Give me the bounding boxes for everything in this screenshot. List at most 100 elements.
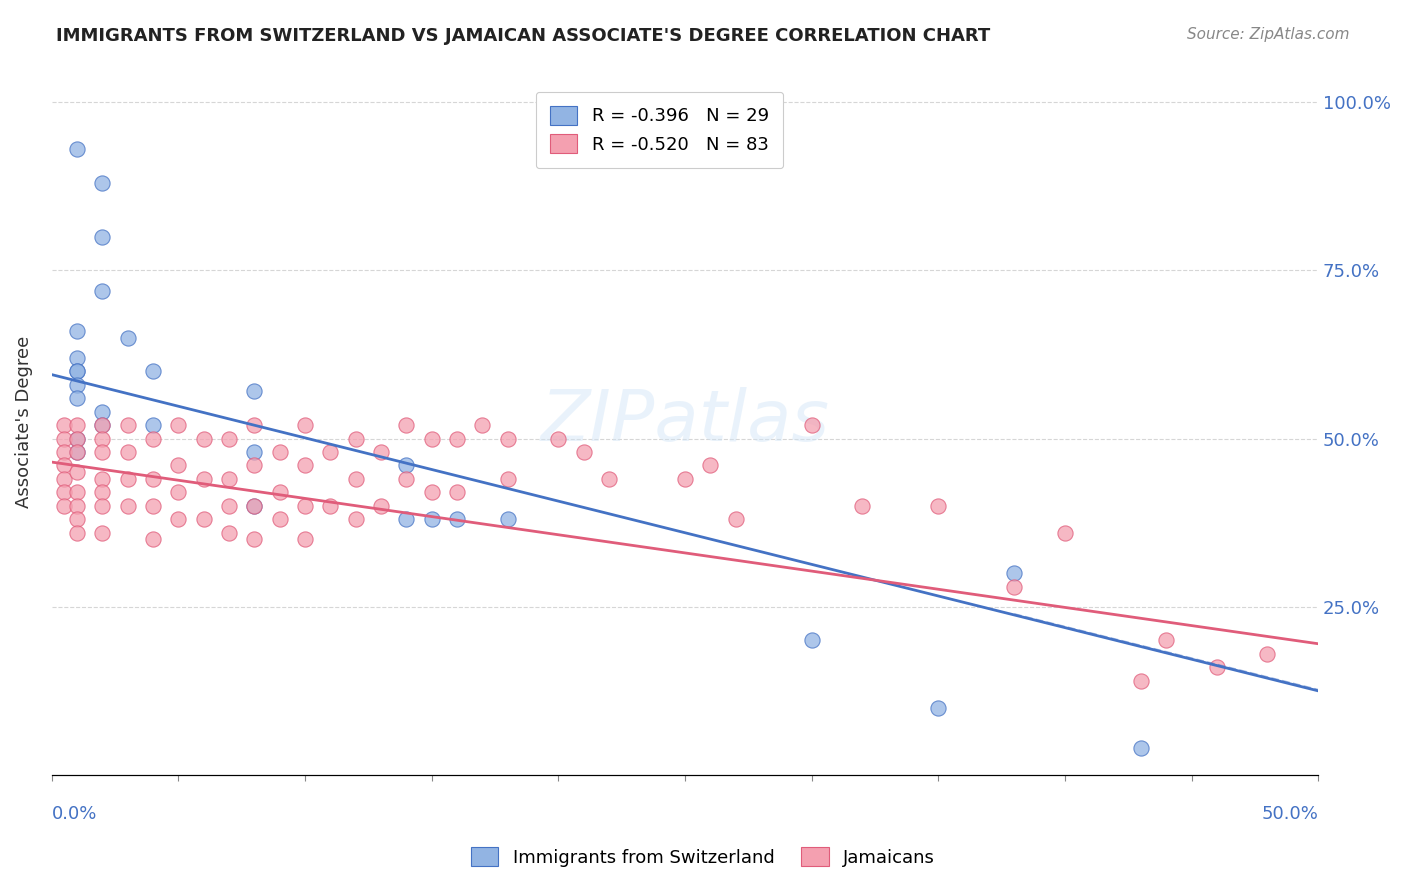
Point [142, 418, 165, 433]
Point [66, 465, 89, 479]
Point [91, 229, 114, 244]
Point [66, 512, 89, 526]
Point [420, 512, 443, 526]
Point [800, 633, 823, 648]
Point [446, 485, 468, 500]
Point [66, 485, 89, 500]
Point [294, 499, 316, 513]
Point [91, 525, 114, 540]
Point [142, 472, 165, 486]
Legend: Immigrants from Switzerland, Jamaicans: Immigrants from Switzerland, Jamaicans [464, 840, 942, 874]
Point [66, 324, 89, 338]
Point [91, 418, 114, 433]
Point [66, 364, 89, 378]
Point [167, 512, 190, 526]
Point [117, 445, 139, 459]
Point [91, 499, 114, 513]
Point [269, 512, 291, 526]
Point [91, 176, 114, 190]
Point [193, 512, 215, 526]
Point [1154, 633, 1177, 648]
Point [370, 499, 392, 513]
Point [91, 472, 114, 486]
Point [218, 432, 240, 446]
Point [142, 499, 165, 513]
Point [53, 458, 76, 473]
Point [91, 445, 114, 459]
Point [927, 700, 949, 714]
Point [91, 432, 114, 446]
Point [1129, 741, 1152, 756]
Point [572, 445, 595, 459]
Point [243, 384, 266, 399]
Point [53, 418, 76, 433]
Point [395, 512, 418, 526]
Point [142, 364, 165, 378]
Point [294, 418, 316, 433]
Point [66, 432, 89, 446]
Point [142, 432, 165, 446]
Point [243, 533, 266, 547]
Point [66, 391, 89, 405]
Point [446, 432, 468, 446]
Point [243, 418, 266, 433]
Point [547, 432, 569, 446]
Point [53, 432, 76, 446]
Point [496, 472, 519, 486]
Point [344, 512, 367, 526]
Point [193, 432, 215, 446]
Text: Source: ZipAtlas.com: Source: ZipAtlas.com [1187, 27, 1350, 42]
Point [218, 472, 240, 486]
Point [53, 472, 76, 486]
Y-axis label: Associate's Degree: Associate's Degree [15, 335, 32, 508]
Point [243, 499, 266, 513]
Point [344, 472, 367, 486]
Point [1256, 647, 1278, 661]
Point [269, 485, 291, 500]
Point [1053, 525, 1076, 540]
Point [53, 485, 76, 500]
Point [167, 418, 190, 433]
Point [344, 432, 367, 446]
Point [167, 485, 190, 500]
Point [699, 458, 721, 473]
Point [496, 512, 519, 526]
Point [193, 472, 215, 486]
Point [53, 445, 76, 459]
Point [319, 499, 342, 513]
Point [117, 499, 139, 513]
Point [724, 512, 747, 526]
Point [117, 331, 139, 345]
Point [142, 533, 165, 547]
Point [218, 499, 240, 513]
Point [1129, 673, 1152, 688]
Point [66, 351, 89, 365]
Text: 50.0%: 50.0% [1261, 805, 1319, 823]
Point [66, 364, 89, 378]
Point [269, 445, 291, 459]
Point [91, 404, 114, 418]
Point [395, 472, 418, 486]
Point [53, 499, 76, 513]
Point [117, 418, 139, 433]
Point [319, 445, 342, 459]
Point [1002, 566, 1025, 580]
Point [243, 458, 266, 473]
Text: IMMIGRANTS FROM SWITZERLAND VS JAMAICAN ASSOCIATE'S DEGREE CORRELATION CHART: IMMIGRANTS FROM SWITZERLAND VS JAMAICAN … [56, 27, 990, 45]
Point [1205, 660, 1227, 674]
Point [66, 432, 89, 446]
Point [66, 142, 89, 156]
Text: ZIPatlas: ZIPatlas [540, 387, 830, 456]
Point [66, 445, 89, 459]
Point [167, 458, 190, 473]
Point [91, 418, 114, 433]
Point [471, 418, 494, 433]
Point [851, 499, 873, 513]
Point [395, 458, 418, 473]
Point [91, 284, 114, 298]
Point [66, 445, 89, 459]
Point [117, 472, 139, 486]
Point [420, 432, 443, 446]
Point [294, 458, 316, 473]
Point [673, 472, 696, 486]
